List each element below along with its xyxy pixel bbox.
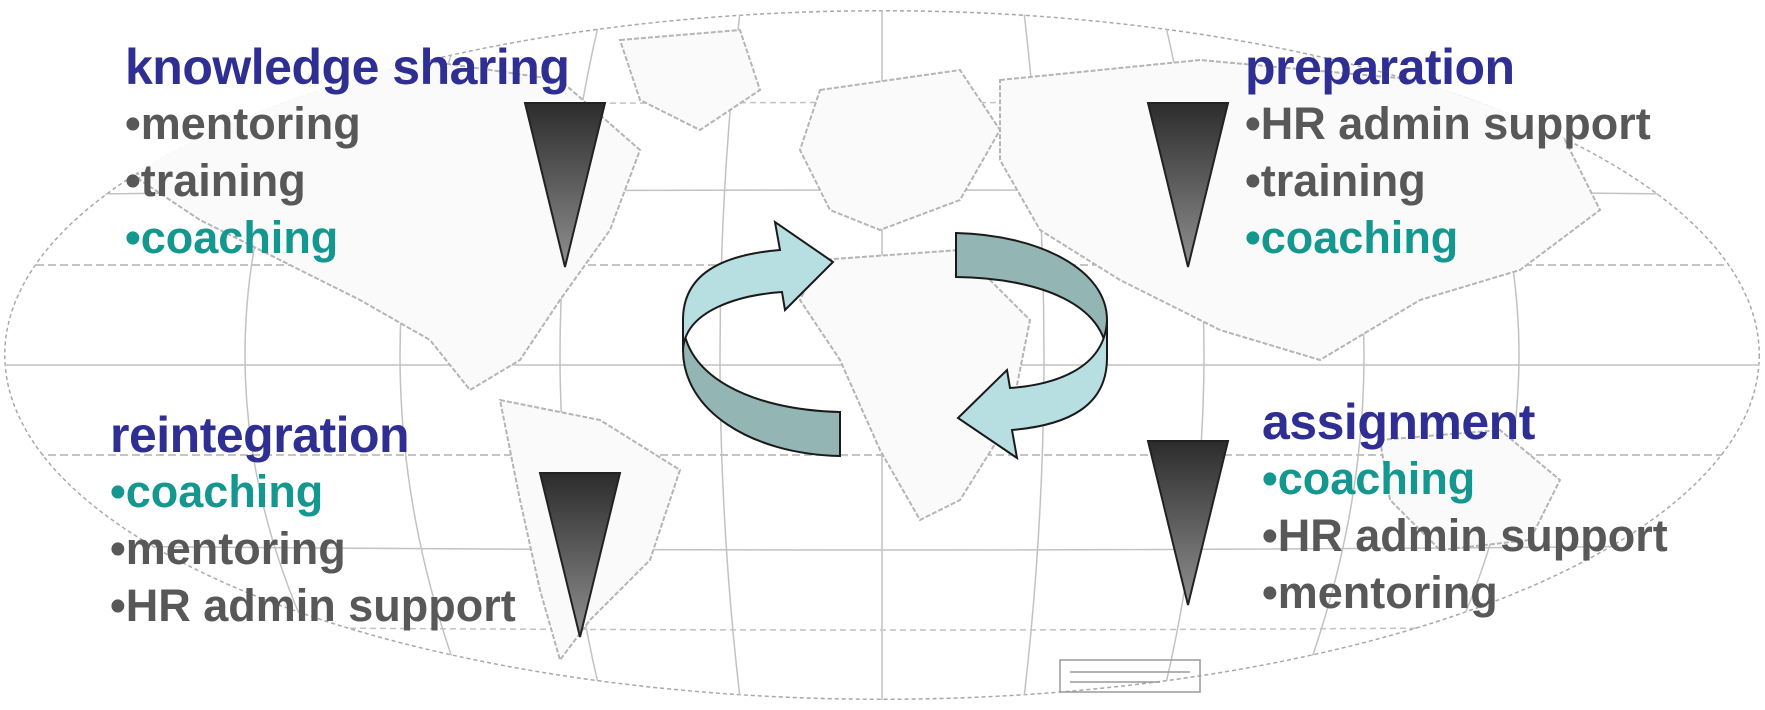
phase-item: •mentoring (1262, 567, 1498, 618)
phase-reintegration: reintegration •coaching •mentoring •HR a… (110, 410, 516, 640)
phase-item: •training (125, 155, 306, 206)
phase-item: •coaching (1262, 453, 1476, 504)
phase-item: •mentoring (110, 523, 346, 574)
down-triangle-icon (1146, 440, 1230, 606)
phase-assignment: assignment •coaching •HR admin support •… (1262, 397, 1668, 627)
phase-item: •coaching (125, 212, 339, 263)
phase-preparation: preparation •HR admin support •training … (1245, 42, 1651, 272)
phase-title: reintegration (110, 407, 410, 463)
down-triangle-icon (1146, 102, 1230, 268)
phase-item: •mentoring (125, 98, 361, 149)
phase-title: assignment (1262, 394, 1535, 450)
down-triangle-icon (523, 102, 607, 268)
down-triangle-icon (538, 472, 622, 638)
phase-title: preparation (1245, 39, 1515, 95)
phase-item: •HR admin support (110, 580, 516, 631)
phase-item: •coaching (110, 466, 324, 517)
phase-knowledge-sharing: knowledge sharing •mentoring •training •… (125, 39, 570, 272)
phase-item: •HR admin support (1245, 98, 1651, 149)
phase-item: •training (1245, 155, 1426, 206)
circular-arrows-icon (682, 219, 1108, 461)
phase-item: •coaching (1245, 212, 1459, 263)
phase-item: •HR admin support (1262, 510, 1668, 561)
phase-title: knowledge sharing (125, 39, 570, 95)
